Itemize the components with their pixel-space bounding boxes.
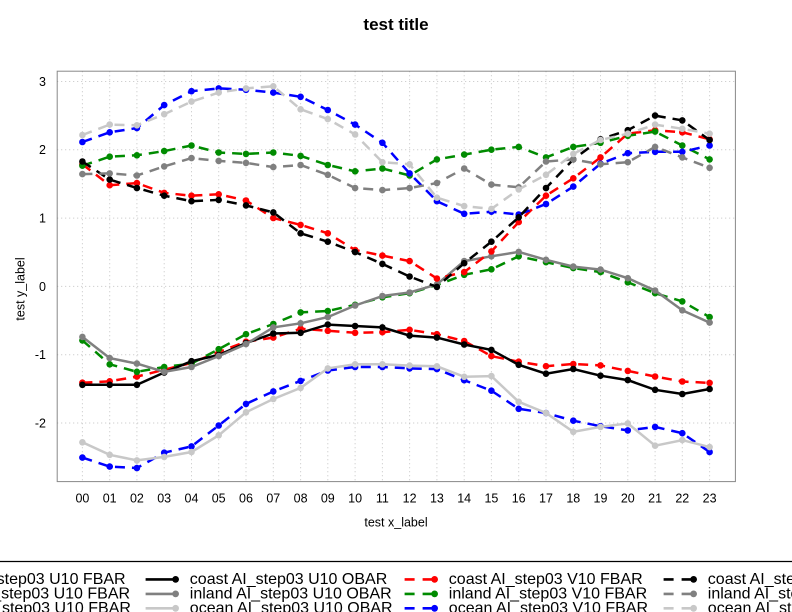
svg-text:-1: -1 [35, 348, 46, 362]
svg-text:inland AI_step03 U10 FBAR: inland AI_step03 U10 FBAR [0, 586, 130, 603]
svg-text:inland AI_step03 U10 OBAR: inland AI_step03 U10 OBAR [190, 586, 392, 603]
svg-text:ocean AI_step03 V10 FBAR: ocean AI_step03 V10 FBAR [449, 600, 648, 612]
svg-text:inland AI_step03 V10 FBAR: inland AI_step03 V10 FBAR [449, 586, 647, 603]
svg-text:22: 22 [675, 491, 689, 505]
svg-text:13: 13 [430, 491, 444, 505]
svg-text:20: 20 [621, 491, 635, 505]
svg-text:ocean AI_step03 U10 FBAR: ocean AI_step03 U10 FBAR [0, 600, 131, 612]
svg-text:07: 07 [266, 491, 280, 505]
svg-text:11: 11 [376, 491, 389, 505]
svg-text:15: 15 [484, 491, 498, 505]
svg-text:06: 06 [239, 491, 253, 505]
svg-text:04: 04 [185, 491, 199, 505]
svg-text:-2: -2 [35, 416, 46, 430]
svg-text:00: 00 [75, 491, 89, 505]
svg-text:test x_label: test x_label [364, 516, 427, 530]
svg-text:08: 08 [294, 491, 308, 505]
svg-text:2: 2 [39, 143, 46, 157]
svg-text:10: 10 [348, 491, 362, 505]
svg-text:18: 18 [566, 491, 580, 505]
svg-text:coast AI_step03 V10 OBAR: coast AI_step03 V10 OBAR [708, 571, 792, 588]
svg-text:coast AI_step03 U10 OBAR: coast AI_step03 U10 OBAR [190, 571, 387, 588]
svg-text:ocean AI_step03 U10 OBAR: ocean AI_step03 U10 OBAR [190, 600, 393, 612]
svg-text:21: 21 [648, 491, 662, 505]
svg-text:14: 14 [457, 491, 471, 505]
svg-text:coast AI_step03 U10 FBAR: coast AI_step03 U10 FBAR [0, 571, 126, 588]
svg-text:02: 02 [130, 491, 144, 505]
svg-text:inland AI_step03 V10 OBAR: inland AI_step03 V10 OBAR [708, 586, 792, 603]
svg-text:3: 3 [39, 75, 46, 89]
svg-text:test title: test title [363, 15, 428, 34]
svg-text:0: 0 [39, 280, 46, 294]
svg-text:16: 16 [512, 491, 526, 505]
svg-text:coast AI_step03 V10 FBAR: coast AI_step03 V10 FBAR [449, 571, 643, 588]
svg-text:ocean AI_step03 V10 OBAR: ocean AI_step03 V10 OBAR [708, 600, 792, 612]
svg-text:17: 17 [539, 491, 553, 505]
svg-text:05: 05 [212, 491, 226, 505]
svg-text:1: 1 [39, 212, 46, 226]
svg-text:test y_label: test y_label [14, 257, 28, 320]
svg-text:01: 01 [103, 491, 117, 505]
svg-text:12: 12 [403, 491, 417, 505]
svg-text:23: 23 [703, 491, 717, 505]
svg-text:03: 03 [157, 491, 171, 505]
svg-text:19: 19 [594, 491, 608, 505]
svg-text:09: 09 [321, 491, 335, 505]
